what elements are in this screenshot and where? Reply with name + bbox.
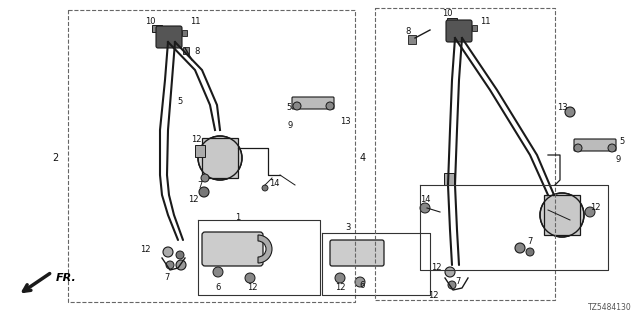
Circle shape	[552, 205, 572, 225]
Text: 8: 8	[405, 28, 411, 36]
Circle shape	[245, 273, 255, 283]
Text: 6: 6	[215, 284, 221, 292]
Text: 14: 14	[420, 196, 430, 204]
Circle shape	[176, 260, 186, 270]
Circle shape	[293, 102, 301, 110]
FancyBboxPatch shape	[330, 240, 384, 266]
Text: 3: 3	[346, 223, 351, 233]
Text: 5: 5	[177, 98, 182, 107]
Text: FR.: FR.	[56, 273, 77, 283]
Circle shape	[540, 193, 584, 237]
Bar	[444, 173, 454, 185]
Circle shape	[210, 148, 230, 168]
Bar	[195, 145, 205, 157]
FancyBboxPatch shape	[156, 26, 182, 48]
Text: 7: 7	[455, 277, 461, 286]
FancyBboxPatch shape	[292, 97, 334, 109]
Text: 12: 12	[140, 245, 150, 254]
Circle shape	[262, 185, 268, 191]
Circle shape	[565, 107, 575, 117]
Bar	[152, 25, 162, 32]
Circle shape	[201, 174, 209, 182]
Circle shape	[608, 144, 616, 152]
Text: 12: 12	[191, 135, 201, 145]
Text: 12: 12	[188, 196, 198, 204]
Circle shape	[163, 247, 173, 257]
Bar	[544, 195, 580, 235]
Circle shape	[448, 281, 456, 289]
Circle shape	[335, 273, 345, 283]
Text: 6: 6	[359, 281, 365, 290]
Text: 12: 12	[589, 203, 600, 212]
FancyBboxPatch shape	[574, 139, 616, 151]
Text: 14: 14	[269, 179, 279, 188]
Text: 10: 10	[145, 18, 156, 27]
Text: 13: 13	[340, 117, 350, 126]
Wedge shape	[258, 235, 272, 263]
Circle shape	[199, 187, 209, 197]
FancyBboxPatch shape	[446, 20, 472, 42]
Circle shape	[166, 261, 174, 269]
Text: 1: 1	[236, 213, 241, 222]
Bar	[447, 18, 457, 25]
Text: 12: 12	[428, 291, 438, 300]
Text: 12: 12	[335, 284, 345, 292]
Text: 5: 5	[286, 103, 292, 113]
Text: 10: 10	[442, 10, 452, 19]
Text: 8: 8	[195, 47, 200, 57]
Circle shape	[585, 207, 595, 217]
Text: 11: 11	[189, 18, 200, 27]
Circle shape	[213, 267, 223, 277]
Text: 13: 13	[557, 103, 567, 113]
Circle shape	[198, 136, 242, 180]
Text: 12: 12	[431, 263, 441, 273]
Text: 2: 2	[52, 153, 58, 163]
Bar	[408, 35, 416, 44]
Text: 9: 9	[616, 156, 621, 164]
Circle shape	[445, 267, 455, 277]
Text: TZ5484130: TZ5484130	[588, 303, 632, 312]
Circle shape	[574, 144, 582, 152]
Circle shape	[326, 102, 334, 110]
Circle shape	[176, 251, 184, 259]
Text: 5: 5	[620, 138, 625, 147]
Bar	[183, 47, 189, 54]
Text: 7: 7	[527, 237, 532, 246]
Circle shape	[515, 243, 525, 253]
Text: 12: 12	[247, 284, 257, 292]
Bar	[472, 25, 477, 31]
Text: 4: 4	[360, 153, 366, 163]
Bar	[202, 138, 238, 178]
Bar	[182, 30, 187, 36]
Text: 11: 11	[480, 18, 490, 27]
Text: 9: 9	[287, 121, 292, 130]
FancyBboxPatch shape	[202, 232, 263, 266]
Circle shape	[526, 248, 534, 256]
Circle shape	[355, 277, 365, 287]
Text: 7: 7	[164, 274, 170, 283]
Text: 7: 7	[197, 180, 203, 189]
Circle shape	[420, 203, 430, 213]
